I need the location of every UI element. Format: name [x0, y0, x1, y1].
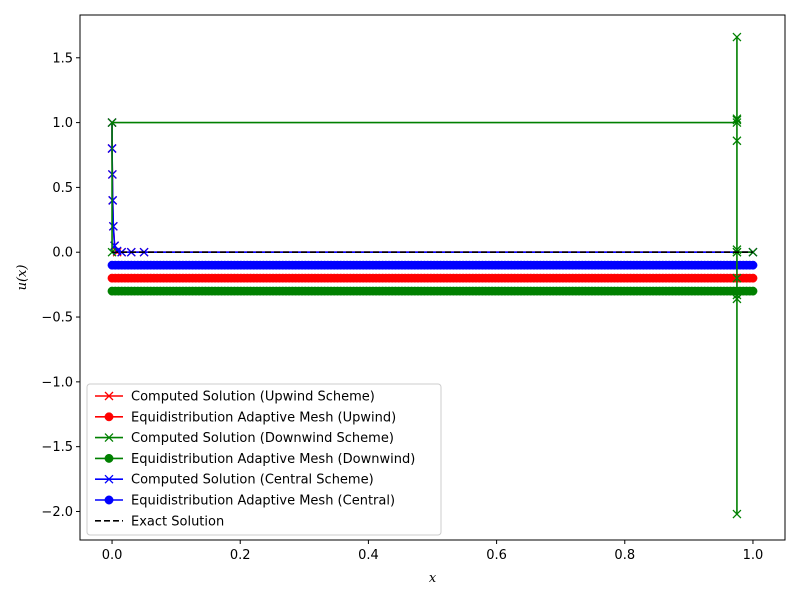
legend-marker: [104, 391, 114, 401]
data-point: [732, 115, 742, 125]
legend-label: Computed Solution (Downwind Scheme): [131, 431, 394, 446]
data-point: [107, 247, 117, 257]
y-tick-label: 1.5: [52, 51, 73, 66]
legend-marker: [104, 474, 114, 484]
x-tick-label: 0.8: [614, 548, 635, 563]
legend-label: Equidistribution Adaptive Mesh (Upwind): [131, 410, 396, 425]
x-axis-label: x: [429, 571, 437, 586]
series-3: [107, 32, 758, 519]
data-point: [748, 260, 758, 270]
legend-box: [86, 383, 442, 536]
data-point: [732, 118, 742, 128]
y-tick-label: −1.5: [41, 440, 73, 455]
legend-label: Equidistribution Adaptive Mesh (Central): [131, 494, 395, 509]
legend-item: Equidistribution Adaptive Mesh (Central): [95, 494, 395, 509]
legend: Computed Solution (Upwind Scheme) Equidis…: [86, 383, 442, 536]
legend-label: Equidistribution Adaptive Mesh (Downwind…: [131, 452, 415, 467]
data-point: [732, 114, 742, 124]
y-tick-label: −1.0: [41, 375, 73, 390]
axes-frame: [79, 14, 786, 541]
legend-label: Computed Solution (Central Scheme): [131, 473, 374, 488]
x-tick-label: 0.6: [486, 548, 507, 563]
x-axis: 0.0 0.2 0.4 0.6 0.8 1.0: [102, 540, 764, 563]
data-point: [732, 136, 742, 146]
x-tick-label: 0.2: [230, 548, 251, 563]
legend-marker: [104, 453, 114, 463]
data-point: [732, 290, 742, 300]
legend-item: Exact Solution: [95, 514, 224, 529]
legend-item: Equidistribution Adaptive Mesh (Upwind): [95, 410, 396, 425]
data-point: [748, 247, 758, 257]
legend-marker: [104, 412, 114, 422]
legend-item: Computed Solution (Downwind Scheme): [95, 431, 394, 446]
x-tick-label: 1.0: [743, 548, 764, 563]
series-line: [111, 37, 753, 515]
series-6: [107, 260, 758, 270]
data-point: [732, 294, 742, 304]
legend-marker: [104, 495, 114, 505]
legend-label: Exact Solution: [131, 514, 224, 529]
data-point: [748, 273, 758, 283]
x-tick-label: 0.0: [102, 548, 123, 563]
legend-item: Computed Solution (Upwind Scheme): [95, 390, 375, 405]
series-layer: [107, 32, 758, 519]
legend-item: Computed Solution (Central Scheme): [95, 473, 374, 488]
series-4: [107, 286, 758, 296]
legend-marker: [104, 433, 114, 443]
data-point: [748, 286, 758, 296]
data-point: [732, 509, 742, 519]
y-tick-label: 0.5: [52, 181, 73, 196]
data-point: [108, 221, 118, 231]
legend-label: Computed Solution (Upwind Scheme): [131, 390, 375, 405]
data-point: [732, 273, 742, 283]
y-axis: −2.0 −1.5 −1.0 −0.5 0.0 0.5 1.0 1.5: [41, 51, 80, 520]
plot-area: [107, 32, 758, 519]
y-tick-label: 1.0: [52, 116, 73, 131]
y-axis-label: u(x): [15, 265, 30, 291]
data-point: [107, 118, 117, 128]
y-tick-label: −0.5: [41, 311, 73, 326]
legend-item: Equidistribution Adaptive Mesh (Downwind…: [95, 452, 415, 467]
series-2: [107, 273, 758, 283]
y-tick-label: 0.0: [52, 246, 73, 261]
y-tick-label: −2.0: [41, 505, 73, 520]
x-tick-label: 0.4: [358, 548, 379, 563]
data-point: [732, 32, 742, 42]
